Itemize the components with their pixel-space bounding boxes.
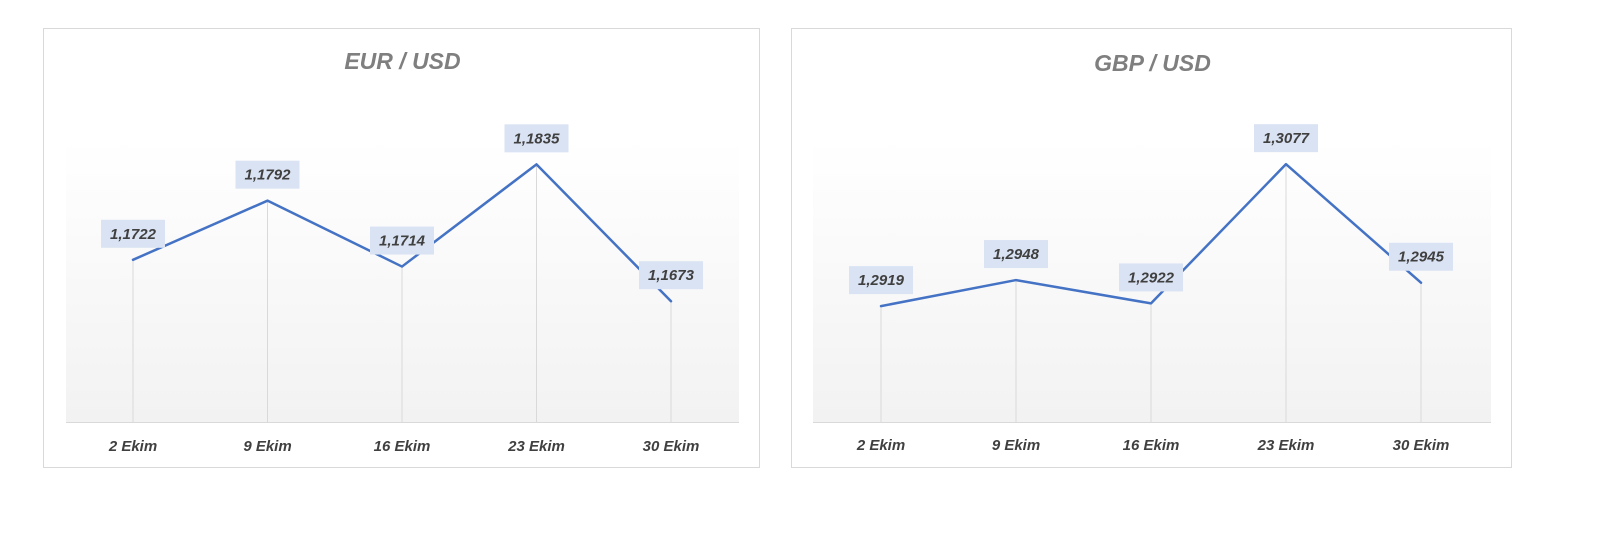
x-tick-label: 2 Ekim	[856, 437, 905, 454]
data-label-box	[101, 219, 165, 248]
data-label: 1,1722	[101, 219, 165, 248]
x-tick-label: 16 Ekim	[374, 438, 431, 455]
chart-panel-gbp-usd: GBP / USD 2 Ekim 9 Ekim 16 Ekim 23 Ekim 30 E…	[791, 28, 1512, 468]
chart-panel-eur-usd: EUR / USD 2 Ekim 9 Ekim 16 Ekim 23 Ekim 30 E…	[43, 28, 760, 468]
x-tick-label: 23 Ekim	[507, 438, 565, 455]
data-label-box	[849, 266, 913, 295]
x-tick-label: 16 Ekim	[1123, 437, 1180, 454]
x-tick-label: 9 Ekim	[992, 437, 1040, 454]
data-label-box	[1389, 242, 1453, 271]
x-tick-label: 9 Ekim	[243, 438, 291, 455]
data-label-value: 1,2922	[1128, 269, 1175, 286]
data-label: 1,3077	[1254, 124, 1318, 153]
data-label-box	[984, 240, 1048, 269]
data-label-box	[370, 226, 434, 255]
data-label: 1,1835	[504, 124, 569, 153]
x-tick-label: 23 Ekim	[1257, 437, 1315, 454]
data-label-value: 1,1714	[379, 233, 426, 250]
x-tick-label: 30 Ekim	[1393, 437, 1450, 454]
data-label-value: 1,1792	[245, 167, 292, 184]
data-label-value: 1,2948	[993, 246, 1040, 263]
data-label-value: 1,1673	[648, 267, 695, 284]
data-label-value: 1,2919	[858, 272, 905, 289]
data-label-box	[1254, 124, 1318, 153]
chart-svg-gbp-usd: GBP / USD 2 Ekim 9 Ekim 16 Ekim 23 Ekim 30 E…	[813, 50, 1491, 454]
data-label: 1,2922	[1119, 263, 1183, 292]
data-label-value: 1,2945	[1398, 249, 1445, 266]
series-line	[879, 162, 1423, 308]
chart-title: EUR / USD	[344, 48, 460, 74]
data-label: 1,2948	[984, 240, 1048, 269]
data-label-box	[639, 261, 703, 290]
x-tick-label: 30 Ekim	[643, 438, 700, 455]
x-tick-label: 2 Ekim	[108, 438, 157, 455]
data-label: 1,1673	[639, 261, 703, 290]
data-label-box	[504, 124, 569, 153]
data-label: 1,2945	[1389, 242, 1453, 271]
data-label: 1,1714	[370, 226, 434, 255]
data-label-value: 1,1722	[110, 226, 157, 243]
data-label-value: 1,3077	[1263, 130, 1310, 147]
series-line	[131, 163, 673, 303]
data-label: 1,2919	[849, 266, 913, 295]
data-label: 1,1792	[235, 160, 300, 189]
data-label-box	[1119, 263, 1183, 292]
chart-svg-eur-usd: EUR / USD 2 Ekim 9 Ekim 16 Ekim 23 Ekim 30 E…	[66, 48, 739, 455]
data-label-box	[235, 160, 300, 189]
data-label-value: 1,1835	[514, 130, 561, 147]
chart-title: GBP / USD	[1094, 50, 1211, 76]
